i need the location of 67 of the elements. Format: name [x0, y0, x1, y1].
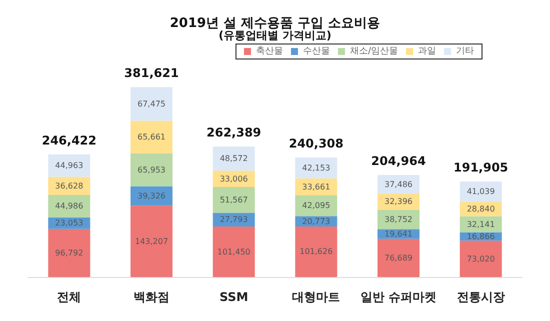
total-label: 240,308: [288, 136, 344, 150]
bar: [378, 238, 420, 277]
x-tick-label: 전통시장: [456, 290, 505, 304]
data-label: 36,628: [55, 181, 84, 190]
data-label: 27,793: [220, 215, 248, 224]
data-label: 37,486: [384, 180, 412, 189]
bar: [295, 195, 338, 216]
total-label: 246,422: [42, 133, 96, 148]
legend-label: 과일: [418, 46, 436, 56]
bar: [378, 194, 420, 210]
x-tick-label: 대형마트: [292, 290, 340, 304]
data-label: 44,986: [55, 202, 84, 211]
legend-label: 기타: [456, 46, 474, 56]
total-label: 204,964: [371, 154, 426, 168]
data-label: 19,641: [384, 229, 412, 238]
bar: [460, 182, 502, 202]
data-label: 20,773: [302, 216, 330, 226]
bar: [130, 120, 172, 154]
x-tick-label: 백화점: [134, 290, 170, 304]
data-label: 33,006: [220, 174, 248, 184]
x-tick-label: SSM: [219, 290, 248, 304]
data-label: 33,661: [302, 182, 330, 192]
total-label: 381,621: [124, 66, 179, 80]
bar: [130, 153, 172, 186]
data-label: 76,689: [384, 253, 412, 262]
data-label: 67,475: [138, 99, 166, 108]
bar: [295, 157, 338, 178]
data-label: 16,866: [466, 232, 495, 241]
data-label: 42,095: [302, 201, 330, 210]
data-label: 32,396: [384, 197, 412, 206]
data-label: 32,141: [466, 220, 495, 229]
data-label: 65,953: [138, 165, 166, 174]
bar: [48, 154, 90, 177]
x-tick-label: 일반 슈퍼마켓: [360, 290, 437, 304]
bar: [212, 146, 255, 171]
legend-label: 축산물: [256, 46, 283, 56]
data-label: 101,626: [300, 247, 333, 256]
data-label: 41,039: [466, 187, 495, 196]
bar: [212, 187, 255, 213]
data-label: 28,840: [466, 204, 495, 214]
data-label: 48,572: [220, 154, 248, 164]
data-label: 65,661: [138, 132, 166, 142]
legend-label: 채소/임산물: [350, 46, 398, 56]
data-label: 38,752: [384, 214, 412, 224]
data-label: 143,207: [134, 236, 168, 246]
bar: [130, 186, 172, 206]
bar: [212, 226, 255, 277]
total-label: 262,389: [206, 125, 262, 140]
total-label: 191,905: [454, 160, 508, 175]
x-tick-label: 전체: [57, 290, 82, 304]
chart-subtitle: (유통업태별 가격비교): [218, 29, 332, 42]
bar: [295, 226, 338, 277]
bar: [130, 87, 172, 121]
chart-title: 2019년 설 제수용품 구입 소요비용: [170, 16, 380, 31]
data-label: 101,450: [217, 247, 250, 256]
data-label: 23,053: [55, 218, 84, 228]
data-label: 39,326: [138, 191, 166, 200]
data-label: 51,567: [220, 195, 248, 204]
data-label: 42,153: [302, 163, 330, 172]
bar: [48, 194, 90, 218]
data-label: 73,020: [466, 254, 495, 264]
data-label: 44,963: [55, 161, 84, 170]
bar: [48, 228, 90, 277]
bar: [130, 206, 172, 277]
data-label: 96,792: [55, 248, 84, 258]
legend-label: 수산물: [302, 46, 330, 56]
bar: [460, 240, 502, 277]
